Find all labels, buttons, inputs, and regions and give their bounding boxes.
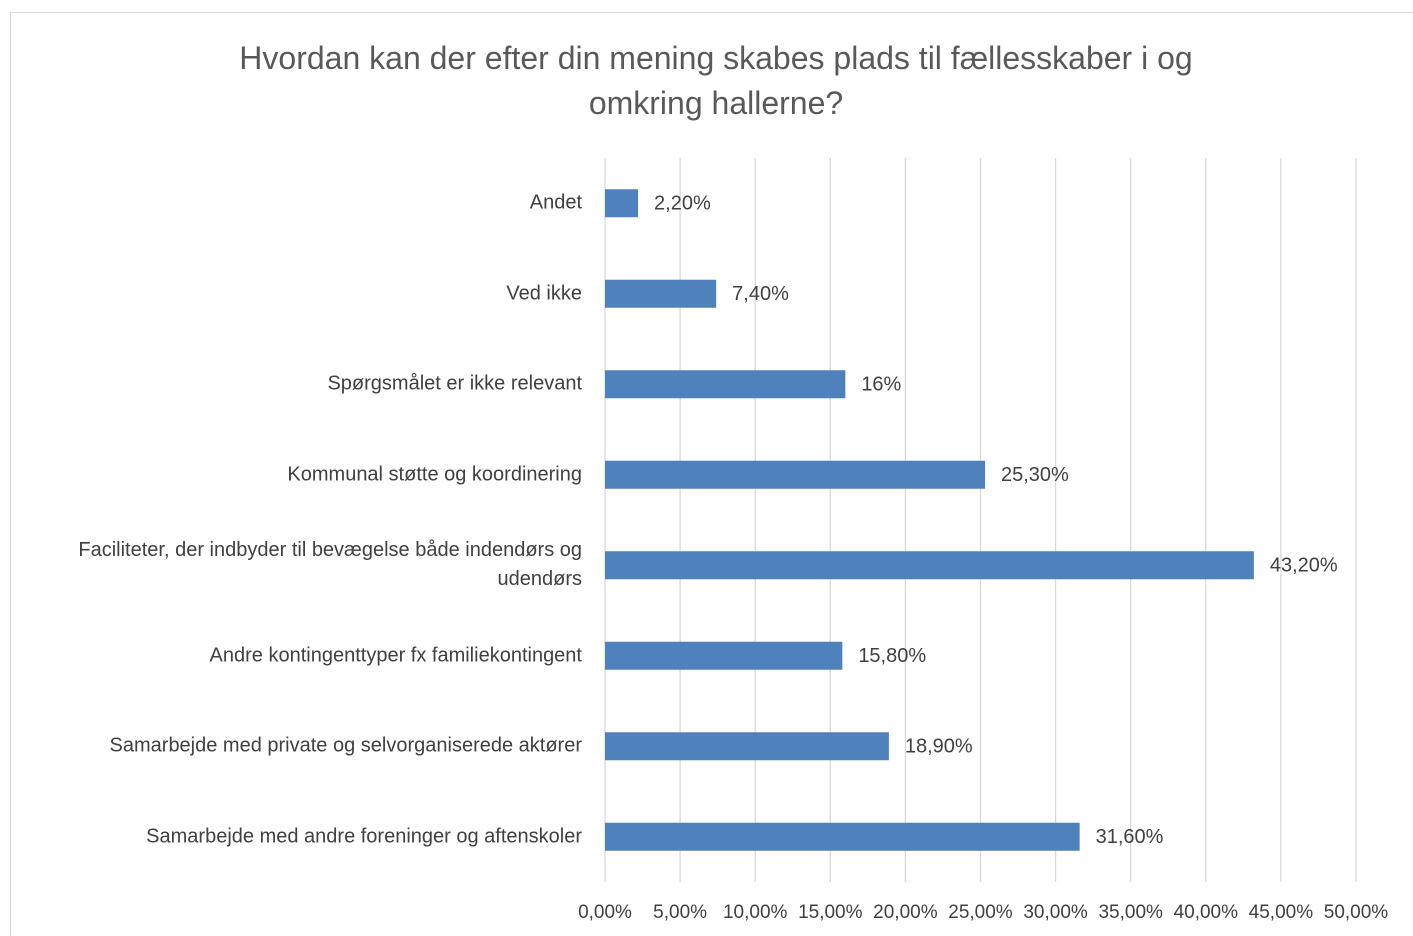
y-tick-label: Andre kontingenttyper fx familiekontinge…	[209, 644, 582, 667]
x-tick-label: 0,00%	[578, 902, 632, 923]
data-label: 7,40%	[732, 283, 789, 305]
chart-border	[10, 12, 1413, 936]
bar	[605, 370, 846, 399]
y-tick-label: Kommunal støtte og koordinering	[287, 463, 582, 486]
x-tick-label: 30,00%	[1023, 902, 1088, 923]
x-tick-label: 20,00%	[873, 902, 938, 923]
bar	[605, 641, 843, 670]
x-tick-label: 40,00%	[1174, 902, 1239, 923]
x-tick-label: 35,00%	[1098, 902, 1163, 923]
y-tick-label: Samarbejde med andre foreninger og aften…	[146, 825, 582, 848]
data-label: 18,90%	[905, 736, 973, 758]
bar	[605, 189, 639, 218]
y-tick-label: Faciliteter, der indbyder til bevægelse …	[78, 539, 582, 591]
x-tick-label: 5,00%	[653, 902, 707, 923]
bar	[605, 279, 717, 308]
data-label: 2,20%	[654, 193, 711, 215]
data-label: 31,60%	[1096, 826, 1164, 848]
y-tick-label: Andet	[529, 191, 582, 214]
bar	[605, 551, 1254, 580]
bar	[605, 822, 1080, 851]
bar	[605, 460, 986, 489]
x-tick-label: 25,00%	[948, 902, 1013, 923]
chart-title: Hvordan kan der efter din mening skabes …	[239, 40, 1193, 121]
x-tick-label: 45,00%	[1249, 902, 1314, 923]
x-tick-label: 15,00%	[798, 902, 863, 923]
data-label: 25,30%	[1001, 464, 1069, 486]
y-tick-label: Samarbejde med private og selvorganisere…	[109, 734, 582, 757]
data-label: 16%	[861, 374, 901, 396]
data-label: 43,20%	[1270, 555, 1338, 577]
y-tick-label: Ved ikke	[506, 282, 582, 305]
x-tick-label: 10,00%	[723, 902, 788, 923]
data-label: 15,80%	[858, 645, 926, 667]
y-tick-label: Spørgsmålet er ikke relevant	[327, 372, 582, 395]
bar	[605, 732, 889, 761]
x-tick-label: 50,00%	[1324, 902, 1389, 923]
